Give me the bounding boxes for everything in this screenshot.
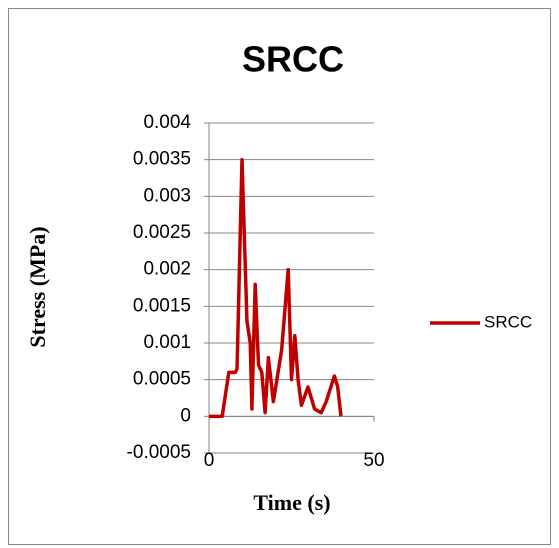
y-tick-label: 0: [180, 405, 191, 426]
x-tick-label: 0: [204, 450, 215, 471]
y-tick-label: 0.0025: [133, 222, 191, 243]
y-tick-label: 0.001: [143, 332, 191, 353]
chart-title: SRCC: [242, 39, 344, 80]
y-tick-label: 0.0015: [133, 295, 191, 316]
y-tick-label: 0.002: [143, 259, 191, 280]
y-axis-label: Stress (MPa): [25, 226, 50, 347]
data-line: [209, 157, 343, 419]
y-tick-label: -0.0005: [127, 442, 191, 463]
y-tick-label: 0.004: [143, 112, 191, 133]
y-tick-label: 0.0005: [133, 369, 191, 390]
y-tick-label: 0.003: [143, 185, 191, 206]
legend-label: SRCC: [484, 312, 532, 331]
chart-frame: [8, 8, 551, 545]
x-tick-label: 50: [363, 450, 384, 471]
x-axis-label: Time (s): [253, 490, 330, 515]
y-tick-label: 0.0035: [133, 149, 191, 170]
